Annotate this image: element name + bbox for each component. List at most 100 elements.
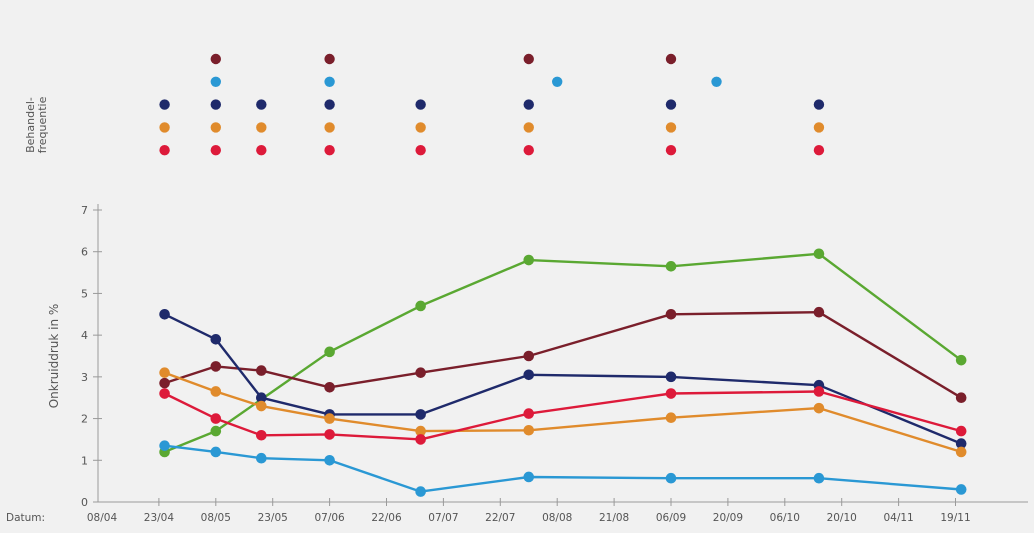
treatment-dot	[256, 99, 267, 110]
y-axis-label: Onkruiddruk in %	[47, 304, 61, 409]
treatment-dot	[210, 53, 221, 65]
treatment-dot	[256, 145, 267, 156]
data-point	[523, 408, 535, 419]
data-point	[324, 381, 335, 393]
data-point	[415, 425, 426, 437]
treatment-dot	[324, 76, 335, 88]
data-point	[210, 446, 222, 458]
x-tick-label: 04/11	[883, 512, 913, 524]
data-point	[324, 454, 335, 466]
y-tick-label: 2	[81, 413, 88, 426]
treatment-dot	[324, 99, 335, 110]
data-point	[813, 472, 825, 484]
x-tick-label: 22/06	[371, 512, 402, 524]
treatment-dot	[159, 145, 170, 156]
data-point	[665, 412, 677, 424]
data-point	[813, 248, 825, 260]
data-point	[813, 402, 825, 414]
data-point	[665, 388, 677, 399]
frequency-axis-label: Behandel-frequentie	[24, 96, 49, 153]
data-point	[955, 392, 967, 404]
data-point	[955, 446, 967, 458]
x-tick-label: 21/08	[599, 512, 629, 524]
x-tick-label: 23/05	[258, 512, 288, 524]
x-tick-label: 22/07	[485, 512, 515, 524]
data-point	[210, 361, 222, 372]
data-point	[210, 413, 222, 424]
data-point	[415, 434, 426, 445]
data-point	[955, 354, 967, 366]
data-point	[256, 400, 267, 412]
data-point	[955, 484, 967, 495]
series-line-6	[164, 444, 962, 493]
treatment-dot	[813, 145, 825, 156]
data-point	[324, 429, 335, 440]
treatment-dot	[523, 53, 534, 65]
data-point	[210, 425, 222, 437]
x-axis-prefix-label: Datum:	[6, 512, 45, 524]
treatment-dot	[552, 76, 563, 88]
x-tick-label: 08/08	[542, 512, 572, 524]
data-point	[415, 300, 426, 312]
treatment-dot	[210, 99, 221, 110]
data-point	[159, 367, 170, 378]
data-point	[324, 413, 335, 424]
data-point	[210, 386, 222, 397]
data-point	[813, 306, 825, 318]
treatment-dot	[523, 145, 534, 156]
treatment-frequency-dots	[159, 53, 825, 156]
treatment-dot	[415, 99, 426, 110]
data-point	[159, 308, 170, 320]
data-point	[324, 346, 335, 358]
treatment-dot	[665, 122, 677, 133]
x-tick-label: 19/11	[940, 512, 970, 524]
data-point	[955, 438, 967, 449]
treatment-dot	[523, 122, 534, 133]
treatment-dot	[256, 122, 267, 133]
data-point	[210, 334, 222, 345]
data-point	[813, 386, 825, 397]
y-tick-label: 7	[81, 204, 88, 217]
treatment-dot	[324, 122, 335, 133]
treatment-dot	[324, 145, 335, 156]
treatment-dot	[415, 122, 426, 133]
frequency-label-line1: Behandel-	[24, 97, 37, 153]
data-point	[523, 254, 535, 266]
y-tick-label: 3	[81, 371, 88, 384]
data-point	[955, 425, 967, 437]
x-tick-label: 06/09	[656, 512, 686, 524]
treatment-dot	[159, 122, 170, 133]
data-point	[159, 440, 170, 451]
data-point	[523, 424, 535, 436]
treatment-dot	[523, 99, 534, 110]
data-point	[415, 409, 426, 420]
series-points	[159, 248, 967, 497]
data-point	[523, 350, 535, 362]
chart-axes: 0 1 2 3 4 5 6 7 Onkruiddruk in % 08/04 23/04 08/05 2…	[6, 204, 1028, 524]
treatment-dot	[711, 76, 722, 88]
x-tick-label: 08/04	[87, 512, 118, 524]
treatment-dot	[665, 99, 677, 110]
x-tick-label: 08/05	[201, 512, 231, 524]
data-point	[523, 471, 535, 483]
data-point	[665, 472, 677, 484]
series-line-1	[164, 252, 962, 454]
x-tick-label: 06/10	[770, 512, 800, 524]
y-tick-label: 1	[81, 454, 88, 467]
x-tick-label: 07/06	[314, 512, 345, 524]
treatment-dot	[665, 53, 677, 65]
treatment-dot	[210, 122, 221, 133]
data-point	[523, 369, 535, 381]
data-point	[256, 392, 267, 404]
data-point	[665, 308, 677, 320]
treatment-dot	[813, 122, 825, 133]
treatment-dot	[324, 53, 335, 65]
x-tick-label: 23/04	[144, 512, 175, 524]
data-point	[415, 486, 426, 497]
data-point	[256, 429, 267, 441]
data-point	[665, 371, 677, 383]
data-point	[256, 452, 267, 464]
y-tick-label: 0	[81, 496, 88, 509]
data-point	[159, 377, 170, 389]
